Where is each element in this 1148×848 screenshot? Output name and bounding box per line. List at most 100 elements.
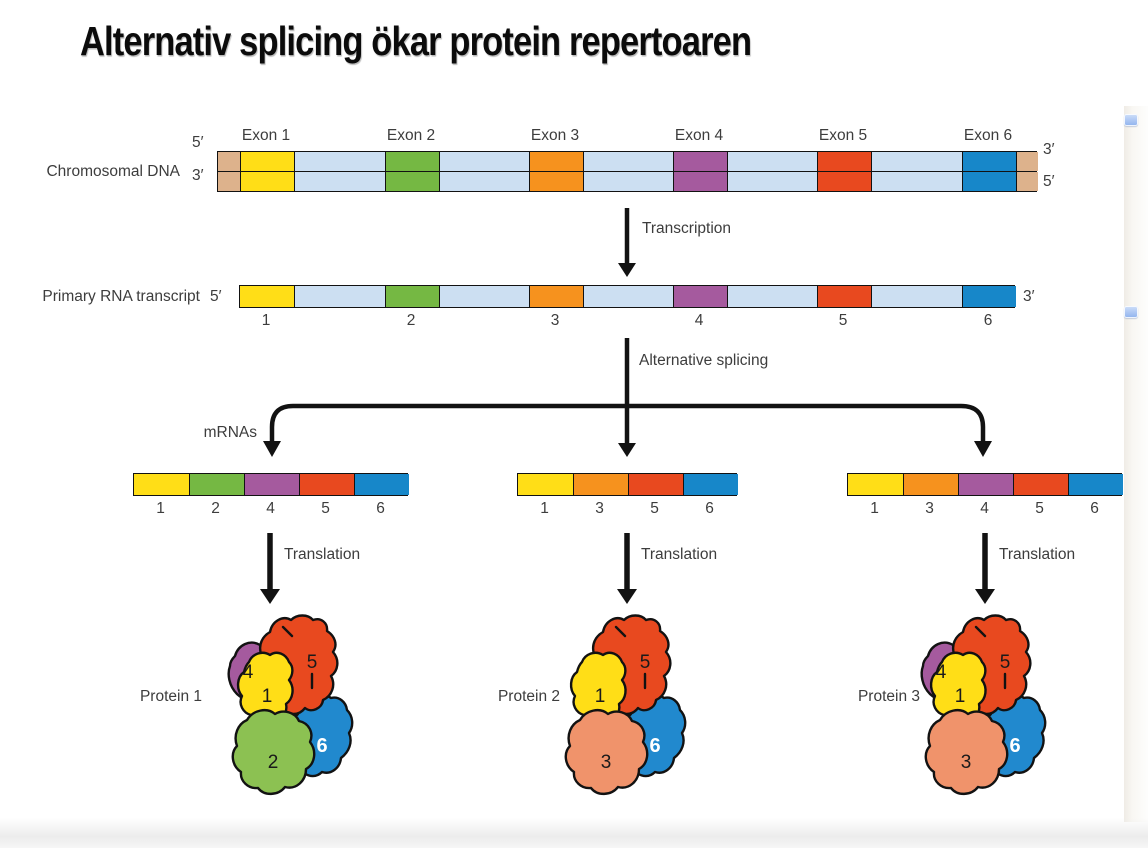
chromosomal-dna-bar-seg-exon-3 [529,152,583,171]
window-bottom-edge [0,818,1148,848]
chromosomal-dna-bar-seg-exon-1 [240,152,294,171]
protein-1-subunit-4-number: 4 [243,662,254,683]
protein-2-subunit-5-number: 5 [640,652,651,673]
mrna-1-bar-seg-exon-5 [299,474,354,495]
protein-1-subunit-1-number: 1 [262,686,273,707]
mrna-1-bar-strand-1 [134,474,409,495]
primary-rna-bar-seg-intron [294,286,385,307]
primary-rna-bar-seg-exon-2 [385,286,439,307]
exon-label-1: Exon 1 [241,127,291,144]
mrna-1-number-5: 5 [321,500,330,517]
mrna-2-number-3: 3 [595,500,604,517]
protein-1-subunit-6-number: 6 [316,735,327,757]
primary-rna-bar-seg-intron [871,286,962,307]
mrna-3-number-6: 6 [1090,500,1099,517]
mrna-1-bar-seg-exon-6 [354,474,409,495]
primary-rna-bar [239,285,1016,308]
chromosomal-dna-bar-seg-exon-5 [817,152,871,171]
exon-label-2: Exon 2 [386,127,436,144]
scrollbar-thumb-top[interactable] [1124,114,1138,126]
primary-rna-bar-seg-intron [727,286,817,307]
protein-3-label: Protein 3 [857,688,920,705]
chromosomal-dna-bar-seg-cap [1016,152,1038,171]
rna-exon-number-4: 4 [694,312,704,329]
protein-2-subunit-5-crease-0 [614,625,627,638]
protein-1-subunit-2-blob [231,708,316,796]
splicing-branch-line [269,403,986,442]
chromosomal-dna-bar [217,151,1038,192]
rna-exon-number-2: 2 [406,312,416,329]
primary-rna-bar-seg-exon-6 [962,286,1016,307]
chromosomal-dna-bar-seg-intron [583,172,673,191]
protein-2-structure: 6 5 1 3 [564,614,687,796]
rna-exon-number-1: 1 [261,312,271,329]
translation-label-1: Translation [284,546,361,563]
splicing-center-arrow-shaft [624,338,630,443]
protein-2-subunit-6-number: 6 [649,735,660,757]
chromosomal-dna-bar-seg-intron [294,172,385,191]
chromosomal-dna-bar-seg-exon-4 [673,172,727,191]
chromosomal-dna-bar-seg-intron [294,152,385,171]
chromosomal-dna-bar-seg-exon-5 [817,172,871,191]
mrna-3-bar [847,473,1123,496]
alternative-splicing-label: Alternative splicing [639,352,769,369]
chromosomal-dna-bar-seg-exon-3 [529,172,583,191]
chromosomal-dna-bar-seg-cap [218,152,240,171]
protein-3-subunit-3-blob [924,708,1009,796]
exon-label-3: Exon 3 [530,127,580,144]
translation-label-3: Translation [999,546,1076,563]
protein-3-subunit-4-number: 4 [936,662,947,683]
translation-arrow-1-head [260,589,280,604]
protein-2-subunit-1-number: 1 [595,686,606,707]
chromosomal-dna-bar-seg-cap [1016,172,1038,191]
mrna-2-number-6: 6 [705,500,714,517]
chromosomal-dna-bar-seg-intron [727,172,817,191]
scrollbar-track[interactable] [1124,106,1148,822]
mrna-3-bar-strand-1 [848,474,1123,495]
mrna-3-number-1: 1 [870,500,879,517]
translation-arrow-2-shaft [624,533,630,589]
translation-arrow-3-shaft [982,533,988,589]
mrnas-label: mRNAs [203,424,257,441]
mrna-1-number-6: 6 [376,500,385,517]
mrna-3-number-3: 3 [925,500,934,517]
chromosomal-dna-bar-seg-intron [439,152,529,171]
mrna-3-bar-seg-exon-5 [1013,474,1068,495]
transcription-arrow-head [618,263,636,277]
protein-3-subunit-6-number: 6 [1009,735,1020,757]
mrna-2-bar-seg-exon-5 [628,474,683,495]
splicing-left-arrow-head [263,441,281,457]
protein-3-subunit-5-number: 5 [1000,652,1011,673]
chromosomal-dna-bar-seg-intron [583,152,673,171]
primary-rna-bar-seg-exon-4 [673,286,727,307]
mrna-1-bar-seg-exon-2 [189,474,244,495]
chromosomal-dna-bar-seg-exon-2 [385,172,439,191]
protein-1-label: Protein 1 [139,688,202,705]
primary-rna-bar-seg-intron [583,286,673,307]
mrna-1-bar-seg-exon-4 [244,474,299,495]
primary-rna-bar-seg-exon-3 [529,286,583,307]
splicing-center-arrow-head [618,443,636,457]
chromosomal-dna-bar-seg-intron [871,152,962,171]
dna-right-3prime-label: 3′ [1043,141,1055,158]
primary-rna-bar-seg-exon-5 [817,286,871,307]
mrna-3-bar-seg-exon-3 [903,474,958,495]
chromosomal-dna-label: Chromosomal DNA [46,163,180,180]
mrna-2-bar [517,473,738,496]
primary-rna-bar-strand-1 [240,286,1016,307]
mrna-1-number-2: 2 [211,500,220,517]
rna-3prime-label: 3′ [1023,288,1035,305]
protein-1-subunit-5-crease-0 [281,625,294,638]
mrna-2-bar-strand-1 [518,474,738,495]
mrna-1-bar-seg-exon-1 [134,474,189,495]
mrna-2-number-1: 1 [540,500,549,517]
protein-2-subunit-3-number: 3 [601,752,612,773]
scrollbar-thumb-lower[interactable] [1124,306,1138,318]
chromosomal-dna-bar-seg-intron [727,152,817,171]
chromosomal-dna-bar-seg-exon-6 [962,172,1016,191]
slide-title: Alternativ splicing ökar protein reperto… [80,18,752,64]
protein-2-label: Protein 2 [497,688,560,705]
primary-rna-label: Primary RNA transcript [42,288,200,305]
dna-left-5prime-label: 5′ [192,134,204,151]
mrna-3-number-4: 4 [980,500,989,517]
